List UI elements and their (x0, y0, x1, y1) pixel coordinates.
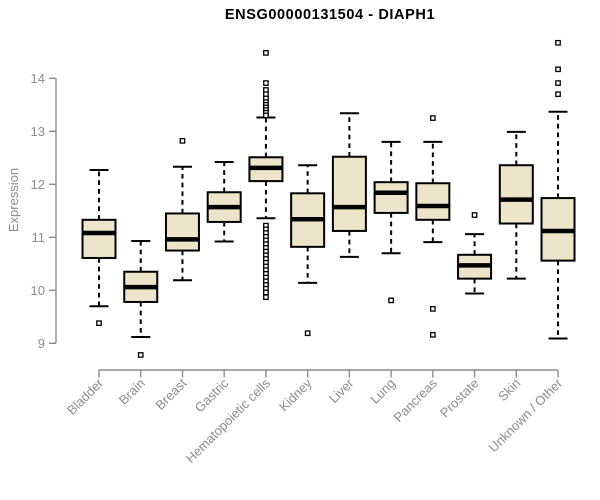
box-brain (123, 240, 159, 358)
y-axis: 9 10 11 12 13 14 (31, 71, 57, 351)
x-tick-label: Bladder (64, 375, 107, 418)
box-breast (164, 137, 200, 282)
outlier-point (263, 50, 269, 56)
iqr-box (415, 182, 451, 221)
y-tick-label: 12 (31, 177, 45, 192)
outlier-point (429, 115, 436, 121)
box-kidney (290, 164, 326, 337)
x-tick-label: Lung (367, 376, 398, 407)
y-tick-label: 14 (31, 71, 45, 86)
outlier-point (304, 330, 311, 337)
iqr-box (164, 212, 200, 252)
iqr-box (81, 218, 117, 259)
box-liver (331, 112, 367, 258)
x-tick-label: Liver (326, 375, 357, 406)
x-tick-label: Skin (495, 376, 523, 404)
box-lung (373, 140, 409, 304)
outlier-point (263, 80, 269, 86)
x-tick-label: Breast (152, 375, 189, 412)
box-unknown-other (540, 39, 576, 340)
outlier-point (429, 305, 436, 312)
outlier-point (555, 66, 561, 73)
x-tick-label: Pancreas (391, 375, 441, 425)
outlier-point (137, 352, 144, 358)
outlier-point (179, 137, 186, 144)
x-tick-label: Brain (116, 376, 148, 408)
outlier-point (263, 289, 269, 296)
outlier-point (555, 91, 561, 98)
box-pancreas (415, 115, 451, 338)
outlier-point (388, 297, 394, 304)
outlier-point (263, 294, 269, 301)
iqr-box (498, 164, 534, 225)
iqr-box (373, 181, 409, 214)
box-gastric (206, 161, 242, 243)
x-tick-label: Kidney (276, 375, 315, 414)
iqr-box (331, 155, 367, 232)
y-tick-label: 13 (31, 124, 45, 139)
outlier-point (471, 212, 478, 218)
x-tick-label: Prostate (437, 376, 482, 421)
outlier-point (555, 39, 561, 46)
x-tick-label: Gastric (192, 375, 232, 415)
x-tick-label: Unknown / Other (486, 375, 566, 455)
y-tick-label: 10 (31, 283, 45, 298)
y-tick-label: 11 (32, 230, 46, 245)
outlier-point (263, 112, 269, 119)
box-bladder (81, 168, 117, 327)
y-tick-label: 9 (38, 336, 45, 351)
box-prostate (457, 212, 493, 295)
chart-title: ENSG00000131504 - DIAPH1 (224, 7, 436, 23)
outlier-point (429, 331, 436, 338)
outlier-point (555, 80, 561, 86)
outlier-point (96, 320, 102, 327)
box-hematopoietic-cells (248, 50, 284, 301)
box-skin (498, 130, 534, 280)
